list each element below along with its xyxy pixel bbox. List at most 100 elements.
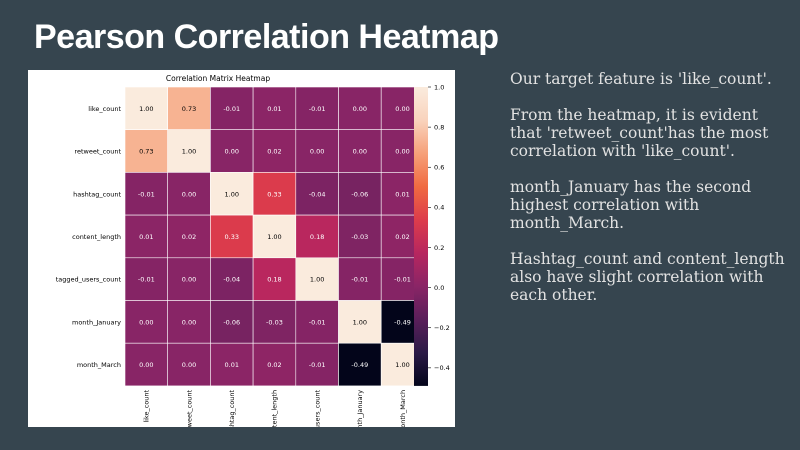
colorbar-tick-label: 0.4 — [434, 204, 444, 212]
notes-panel: Our target feature is 'like_count'. From… — [510, 70, 785, 322]
colorbar: 1.0 0.8 0.6 0.4 0.2 0.0 −0.2 −0.4 — [414, 83, 450, 386]
cell-value-label: 0.01 — [225, 361, 239, 369]
heatmap-cell — [167, 300, 211, 344]
cell-value-label: -0.01 — [138, 276, 155, 284]
cell-value-label: -0.01 — [309, 318, 326, 326]
row-labels: like_count retweet_count hashtag_countcont… — [56, 105, 122, 369]
cell-value-label: 0.02 — [395, 233, 409, 241]
heatmap-cells: 1.00 0.73 -0.01 0.01 -0.01 0.00 0.00 0.73 1.00 0.… — [124, 86, 425, 387]
column-label: retweet_count — [185, 389, 193, 427]
row-label: like_count — [88, 105, 121, 113]
heatmap-cell — [295, 129, 339, 173]
column-label: month_March — [399, 390, 407, 427]
cell-value-label: 1.00 — [310, 276, 324, 284]
heatmap-cell — [338, 172, 382, 216]
heatmap-cell — [124, 300, 169, 344]
heatmap-cell — [167, 214, 211, 259]
cell-value-label: 1.00 — [353, 318, 367, 326]
heatmap-cell — [124, 86, 169, 131]
heatmap-cell — [295, 300, 339, 344]
cell-value-label: -0.03 — [351, 233, 368, 241]
cell-value-label: -0.01 — [309, 105, 326, 113]
slide-title: Pearson Correlation Heatmap — [34, 18, 499, 56]
cell-value-label: 0.33 — [225, 233, 239, 241]
heatmap-cell — [338, 86, 382, 131]
cell-value-label: 0.00 — [182, 190, 196, 198]
cell-value-label: 1.00 — [395, 361, 409, 369]
cell-value-label: 0.18 — [267, 276, 281, 284]
cell-value-label: -0.01 — [309, 361, 326, 369]
row-label: hashtag_count — [73, 190, 121, 198]
column-labels: like_count retweet_count hashtag_count cont… — [143, 389, 407, 427]
cell-value-label: 0.01 — [395, 190, 409, 198]
heatmap-cell — [295, 172, 339, 216]
chart-title: Correlation Matrix Heatmap — [166, 74, 270, 83]
heatmap-cell — [295, 342, 339, 387]
cell-value-label: 0.00 — [182, 361, 196, 369]
cell-value-label: 0.00 — [395, 105, 409, 113]
heatmap-cell — [210, 129, 254, 173]
column-label: month_January — [356, 390, 364, 427]
colorbar-tick-label: 0.2 — [434, 244, 444, 252]
heatmap-cell — [252, 86, 297, 131]
column-label: tagged_users_count — [313, 389, 321, 427]
cell-value-label: -0.04 — [309, 190, 326, 198]
cell-value-label: -0.04 — [223, 276, 240, 284]
cell-value-label: -0.01 — [223, 105, 240, 113]
heatmap-cell — [252, 300, 297, 344]
column-label: hashtag_count — [228, 389, 236, 427]
cell-value-label: 0.01 — [267, 105, 281, 113]
colorbar-gradient — [414, 87, 428, 386]
row-label: content_length — [72, 233, 121, 241]
heatmap-cell — [252, 342, 297, 387]
heatmap-chart: Correlation Matrix Heatmap 1.00 0.73 -0.01… — [28, 70, 455, 427]
note-text: From the heatmap, it is evident that 're… — [510, 106, 769, 160]
cell-value-label: -0.49 — [351, 361, 368, 369]
cell-value-label: -0.01 — [394, 276, 411, 284]
cell-value-label: 0.18 — [310, 233, 324, 241]
cell-value-label: 0.00 — [353, 105, 367, 113]
heatmap-cell — [167, 86, 211, 131]
cell-value-label: 1.00 — [225, 190, 239, 198]
row-label: month_January — [72, 318, 121, 326]
cell-value-label: 0.00 — [353, 148, 367, 156]
colorbar-tick-label: 0.0 — [434, 284, 444, 292]
cell-value-label: 0.00 — [182, 276, 196, 284]
colorbar-tick-label: 1.0 — [434, 83, 444, 91]
heatmap-cell — [124, 257, 169, 301]
heatmap-cell — [338, 214, 382, 259]
cell-value-label: -0.49 — [394, 318, 411, 326]
cell-value-label: 0.73 — [182, 105, 196, 113]
colorbar-tick-label: 0.6 — [434, 164, 444, 172]
cell-value-label: 0.02 — [182, 233, 196, 241]
heatmap-cell — [210, 300, 254, 344]
cell-value-label: -0.06 — [351, 190, 368, 198]
cell-value-label: 0.01 — [139, 233, 153, 241]
heatmap-cell — [124, 129, 169, 173]
cell-value-label: 0.00 — [395, 148, 409, 156]
cell-value-label: 1.00 — [267, 233, 281, 241]
cell-value-label: 0.02 — [267, 148, 281, 156]
note-text: month_January has the second highest cor… — [510, 178, 752, 232]
cell-value-label: 1.00 — [182, 148, 196, 156]
cell-value-label: 0.00 — [182, 318, 196, 326]
heatmap-cell — [124, 214, 169, 259]
heatmap-cell — [210, 257, 254, 301]
cell-value-label: 0.00 — [225, 148, 239, 156]
heatmap-cell — [252, 172, 297, 216]
cell-value-label: -0.01 — [351, 276, 368, 284]
cell-value-label: 0.33 — [267, 190, 281, 198]
cell-value-label: 0.00 — [139, 318, 153, 326]
colorbar-tick-label: 0.8 — [434, 123, 444, 131]
cell-value-label: 1.00 — [139, 105, 153, 113]
row-label: tagged_users_count — [56, 276, 122, 284]
heatmap-cell — [210, 172, 254, 216]
cell-value-label: 0.02 — [267, 361, 281, 369]
colorbar-tick-label: −0.2 — [434, 324, 450, 332]
column-label: content_length — [271, 390, 279, 427]
heatmap-cell — [124, 342, 169, 387]
heatmap-cell — [210, 86, 254, 131]
cell-value-label: -0.01 — [138, 190, 155, 198]
cell-value-label: 0.00 — [139, 361, 153, 369]
heatmap-cell — [338, 342, 382, 387]
